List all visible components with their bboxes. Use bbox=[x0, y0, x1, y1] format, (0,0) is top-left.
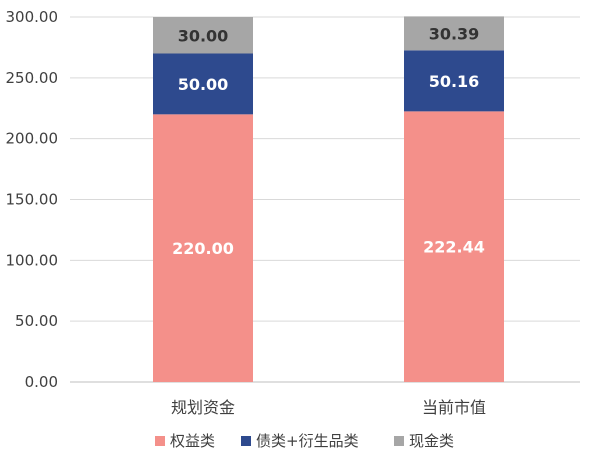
data-label: 50.00 bbox=[178, 75, 229, 94]
data-label: 50.16 bbox=[429, 72, 480, 91]
y-axis-ticks: 0.00 50.00 100.00 150.00 200.00 250.00 300.00 bbox=[6, 8, 59, 391]
legend-label: 债类+衍生品类 bbox=[256, 432, 359, 450]
y-tick-label: 250.00 bbox=[6, 69, 59, 87]
y-tick-label: 200.00 bbox=[6, 130, 59, 148]
legend-swatch bbox=[155, 436, 165, 446]
y-tick-label: 100.00 bbox=[6, 251, 59, 269]
data-label: 222.44 bbox=[423, 238, 485, 257]
category-label: 规划资金 bbox=[171, 398, 235, 417]
legend: 权益类 债类+衍生品类 现金类 bbox=[155, 432, 454, 450]
legend-label: 权益类 bbox=[170, 432, 215, 450]
legend-label: 现金类 bbox=[409, 432, 454, 450]
legend-swatch bbox=[394, 436, 404, 446]
data-label: 30.00 bbox=[178, 26, 229, 45]
x-axis-categories: 规划资金 当前市值 bbox=[171, 398, 486, 417]
data-label: 30.39 bbox=[429, 24, 480, 43]
y-tick-label: 50.00 bbox=[15, 312, 58, 330]
y-tick-label: 300.00 bbox=[6, 8, 59, 26]
category-label: 当前市值 bbox=[422, 398, 486, 417]
y-tick-label: 150.00 bbox=[6, 191, 59, 209]
y-tick-label: 0.00 bbox=[25, 373, 58, 391]
legend-swatch bbox=[241, 436, 251, 446]
data-label: 220.00 bbox=[172, 239, 234, 258]
